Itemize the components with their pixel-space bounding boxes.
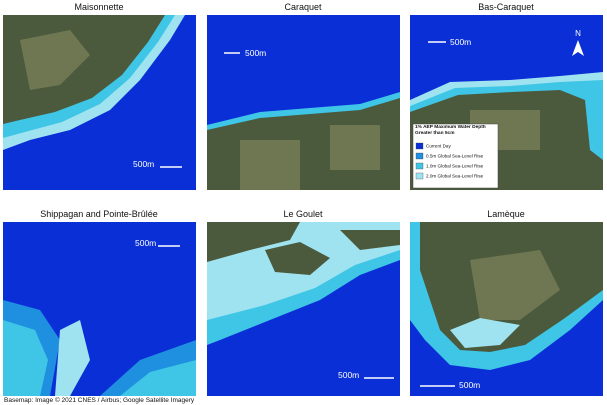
panel-title: Bas-Caraquet [478,2,534,12]
panel-title: Le Goulet [283,209,323,219]
map-panel [207,15,400,190]
north-label: N [575,29,581,38]
legend-label: Current Day [426,144,451,149]
panel-title: Caraquet [284,2,322,12]
legend-title: 1% AEP Maximum Water Depth Greater than … [415,125,486,136]
panel-title: Shippagan and Pointe-Brûlée [40,209,158,219]
map-panel [410,222,603,396]
legend-label: 0.5m Global Sea-Level Rise [426,154,484,159]
scale-label: 500m [133,159,154,169]
scale-label: 500m [459,380,480,390]
map-panel [3,222,196,396]
legend: 1% AEP Maximum Water Depth Greater than … [412,123,499,189]
scale-label: 500m [135,238,156,248]
legend-swatch [415,172,424,180]
legend-swatch [415,162,424,170]
panel-title: Maisonnette [74,2,123,12]
legend-swatch [415,142,424,150]
scale-label: 500m [338,370,359,380]
map-panel [207,222,400,396]
map-panel [3,15,196,190]
scale-label: 500m [450,37,471,47]
footer: Basemap: Image © 2021 CNES / Airbus; Goo… [4,396,195,404]
panel-title: Lamèque [487,209,525,219]
legend-label: 2.0m Global Sea-Level Rise [426,174,484,179]
north-arrow [572,40,584,56]
legend-label: 1.0m Global Sea-Level Rise [426,164,484,169]
legend-swatch [415,152,424,160]
scale-label: 500m [245,48,266,58]
